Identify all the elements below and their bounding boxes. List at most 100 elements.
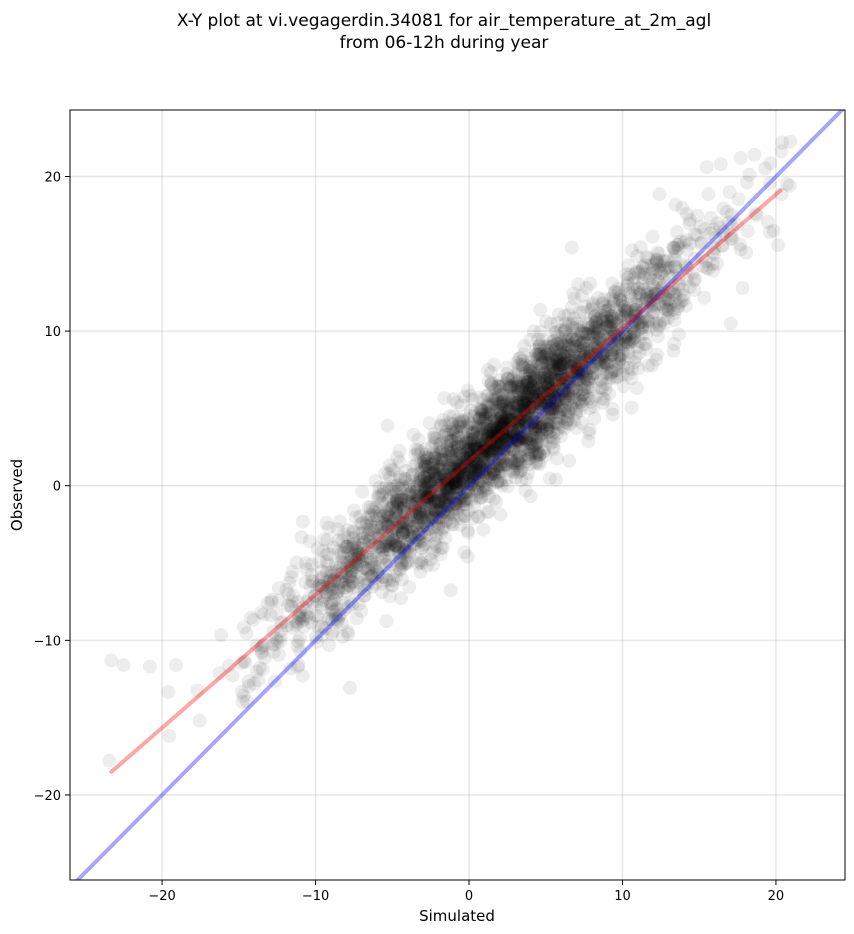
scatter-point: [352, 553, 367, 568]
scatter-point: [299, 594, 314, 609]
scatter-point: [496, 458, 511, 473]
scatter-point: [617, 311, 632, 326]
scatter-point: [354, 603, 369, 618]
scatter-point: [399, 537, 414, 551]
scatter-point: [467, 499, 481, 514]
scatter-point: [445, 422, 459, 437]
scatter-point: [491, 396, 506, 411]
scatter-point: [511, 433, 526, 448]
scatter-point: [582, 349, 597, 364]
scatter-point: [483, 435, 498, 450]
scatter-point: [511, 445, 526, 460]
scatter-point: [466, 454, 481, 469]
scatter-point: [556, 384, 571, 399]
scatter-point: [528, 422, 543, 437]
scatter-point: [492, 383, 507, 398]
scatter-point: [620, 278, 634, 293]
scatter-point: [519, 426, 534, 441]
scatter-point: [515, 360, 530, 375]
scatter-point: [551, 399, 566, 414]
scatter-point: [593, 312, 608, 327]
scatter-point: [419, 529, 434, 544]
scatter-point: [471, 464, 486, 478]
scatter-point: [561, 338, 576, 353]
scatter-point: [450, 440, 465, 455]
scatter-point: [295, 514, 310, 529]
scatter-point: [354, 547, 369, 562]
scatter-point: [560, 375, 575, 390]
scatter-point: [450, 468, 465, 483]
scatter-point: [541, 344, 556, 359]
scatter-point: [524, 378, 539, 393]
scatter-point: [441, 490, 456, 505]
scatter-point: [399, 555, 414, 570]
scatter-point: [634, 296, 649, 311]
scatter-point: [364, 552, 378, 567]
scatter-point: [505, 442, 520, 457]
scatter-point: [457, 545, 472, 560]
scatter-point: [527, 389, 542, 404]
scatter-point: [496, 429, 511, 444]
scatter-point: [498, 436, 513, 451]
scatter-point: [426, 476, 441, 491]
scatter-point: [555, 376, 570, 391]
scatter-point: [473, 430, 488, 444]
scatter-point: [570, 372, 585, 387]
scatter-point: [461, 435, 476, 450]
scatter-point: [480, 430, 495, 445]
scatter-point: [546, 401, 561, 416]
scatter-point: [605, 276, 620, 291]
scatter-point: [528, 437, 543, 452]
scatter-point: [766, 223, 781, 238]
scatter-point: [424, 496, 439, 511]
scatter-point: [295, 668, 310, 683]
scatter-point: [385, 516, 400, 531]
scatter-point: [324, 582, 339, 597]
scatter-point: [552, 373, 567, 388]
scatter-point: [562, 317, 577, 332]
scatter-point: [466, 467, 481, 482]
scatter-point: [319, 547, 334, 562]
scatter-point: [518, 398, 533, 413]
scatter-point: [612, 355, 627, 370]
scatter-point: [479, 504, 494, 519]
scatter-point: [462, 473, 477, 488]
scatter-point: [491, 424, 506, 439]
scatter-point: [596, 292, 611, 307]
scatter-point: [380, 418, 395, 433]
scatter-point: [513, 456, 528, 471]
scatter-point: [396, 504, 411, 519]
scatter-point: [523, 416, 538, 430]
scatter-point: [572, 365, 586, 380]
scatter-point: [541, 356, 555, 371]
scatter-point: [632, 316, 647, 330]
scatter-point: [523, 381, 538, 396]
scatter-point: [416, 515, 431, 530]
scatter-point: [533, 416, 548, 431]
scatter-point: [562, 349, 577, 364]
scatter-point: [469, 467, 484, 482]
scatter-point: [353, 538, 368, 553]
scatter-point: [523, 383, 538, 398]
scatter-point: [545, 401, 560, 416]
scatter-point: [462, 474, 477, 489]
scatter-point: [439, 498, 454, 512]
scatter-point: [399, 493, 414, 508]
scatter-point: [462, 462, 477, 477]
scatter-point: [491, 429, 506, 444]
scatter-point: [521, 388, 536, 403]
scatter-point: [515, 379, 530, 394]
scatter-point: [506, 455, 520, 470]
scatter-point: [344, 569, 359, 584]
scatter-point: [459, 421, 474, 436]
scatter-point: [368, 576, 383, 591]
scatter-point: [451, 430, 466, 445]
scatter-point: [555, 371, 570, 385]
scatter-point: [569, 406, 583, 421]
scatter-point: [384, 482, 399, 497]
scatter-point: [618, 304, 633, 319]
scatter-point: [332, 514, 347, 529]
scatter-point: [381, 519, 396, 534]
scatter-point: [386, 533, 401, 548]
scatter-point: [430, 471, 445, 486]
